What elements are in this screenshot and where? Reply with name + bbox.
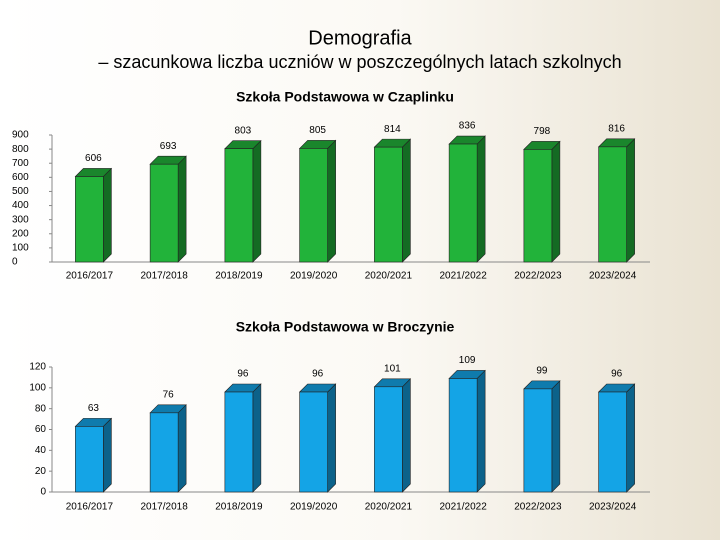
bar bbox=[149, 163, 179, 263]
y-tick-label: 60 bbox=[35, 424, 47, 435]
y-tick-label: 40 bbox=[35, 445, 47, 456]
bar bbox=[598, 146, 627, 263]
bar bbox=[224, 391, 254, 493]
chart-title: Szkoła Podstawowa w Broczynie bbox=[236, 319, 455, 335]
bar bbox=[299, 148, 328, 263]
value-label: 109 bbox=[459, 355, 476, 366]
bar bbox=[149, 412, 179, 493]
bar-side bbox=[476, 369, 486, 493]
bar-side bbox=[402, 138, 411, 263]
bar-side bbox=[327, 383, 336, 493]
value-label: 101 bbox=[384, 363, 401, 374]
x-tick-label: 2023/2024 bbox=[589, 271, 637, 282]
bar-side bbox=[626, 383, 635, 493]
value-label: 816 bbox=[608, 123, 625, 134]
x-tick-label: 2019/2020 bbox=[290, 502, 338, 513]
value-label: 99 bbox=[536, 366, 548, 377]
bar bbox=[523, 388, 553, 493]
x-tick-label: 2017/2018 bbox=[140, 502, 188, 513]
value-label: 814 bbox=[384, 124, 401, 135]
bar bbox=[523, 149, 553, 263]
x-tick-label: 2018/2019 bbox=[215, 502, 263, 513]
bar bbox=[374, 386, 403, 493]
y-tick-label: 600 bbox=[12, 172, 29, 183]
y-tick-label: 200 bbox=[12, 228, 29, 239]
value-label: 63 bbox=[88, 403, 100, 414]
bar-side bbox=[252, 383, 262, 493]
bar-side bbox=[476, 135, 486, 263]
x-tick-label: 2016/2017 bbox=[66, 271, 114, 282]
bar-side bbox=[252, 139, 262, 263]
bar-side bbox=[551, 140, 561, 263]
y-tick-label: 900 bbox=[12, 130, 29, 141]
bar bbox=[75, 426, 104, 493]
y-tick-label: 80 bbox=[35, 403, 47, 414]
value-label: 805 bbox=[309, 125, 326, 136]
value-label: 606 bbox=[85, 153, 102, 164]
value-label: 798 bbox=[534, 126, 551, 137]
y-tick-label: 120 bbox=[29, 362, 46, 373]
bar-side bbox=[177, 155, 187, 263]
y-tick-label: 20 bbox=[35, 466, 47, 477]
bar bbox=[448, 143, 478, 263]
bar bbox=[448, 378, 478, 493]
y-tick-label: 100 bbox=[29, 382, 46, 393]
bar-side bbox=[103, 417, 112, 493]
bar bbox=[224, 148, 254, 263]
bar bbox=[598, 391, 627, 493]
x-tick-label: 2017/2018 bbox=[140, 271, 188, 282]
y-tick-label: 400 bbox=[12, 200, 29, 211]
value-label: 76 bbox=[163, 389, 175, 400]
x-tick-label: 2016/2017 bbox=[66, 502, 114, 513]
bar-side bbox=[103, 167, 112, 263]
value-label: 96 bbox=[237, 369, 249, 380]
x-tick-label: 2021/2022 bbox=[439, 271, 487, 282]
slide-title: Demografia bbox=[308, 27, 412, 49]
value-label: 96 bbox=[312, 369, 324, 380]
x-tick-label: 2020/2021 bbox=[365, 271, 413, 282]
value-label: 96 bbox=[611, 369, 623, 380]
bar-side bbox=[551, 380, 561, 493]
x-tick-label: 2021/2022 bbox=[439, 502, 487, 513]
y-tick-label: 800 bbox=[12, 144, 29, 155]
bar bbox=[299, 391, 328, 493]
y-tick-label: 0 bbox=[12, 257, 18, 268]
y-tick-label: 0 bbox=[40, 487, 46, 498]
x-tick-label: 2019/2020 bbox=[290, 271, 338, 282]
bar-side bbox=[626, 138, 635, 263]
x-tick-label: 2018/2019 bbox=[215, 271, 263, 282]
slide-subtitle: – szacunkowa liczba uczniów w poszczegól… bbox=[98, 52, 621, 72]
y-tick-label: 100 bbox=[12, 243, 29, 254]
x-tick-label: 2023/2024 bbox=[589, 502, 637, 513]
value-label: 836 bbox=[459, 121, 476, 132]
bar-side bbox=[327, 139, 336, 263]
bar-side bbox=[177, 404, 187, 493]
value-label: 803 bbox=[235, 125, 252, 136]
y-tick-label: 500 bbox=[12, 186, 29, 197]
value-label: 693 bbox=[160, 141, 177, 152]
bar-side bbox=[402, 378, 411, 493]
x-tick-label: 2022/2023 bbox=[514, 271, 562, 282]
x-tick-label: 2022/2023 bbox=[514, 502, 562, 513]
y-tick-label: 700 bbox=[12, 158, 29, 169]
y-tick-label: 300 bbox=[12, 214, 29, 225]
chart-title: Szkoła Podstawowa w Czaplinku bbox=[236, 89, 454, 105]
x-tick-label: 2020/2021 bbox=[365, 502, 413, 513]
bar bbox=[75, 176, 104, 263]
bar bbox=[374, 146, 403, 263]
